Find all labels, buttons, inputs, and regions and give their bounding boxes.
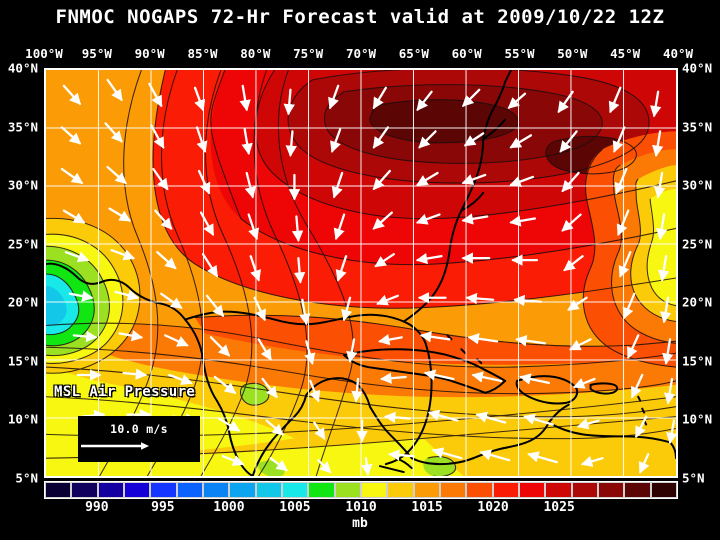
latitude-tick-label: 25°N — [682, 236, 713, 252]
latitude-tick-label: 10°N — [7, 411, 38, 427]
map-canvas — [46, 70, 676, 476]
colorbar-swatch — [176, 482, 203, 498]
longitude-tick-label: 55°W — [504, 46, 535, 61]
colorbar-swatch — [71, 482, 98, 498]
colorbar-tick-label: 1000 — [213, 500, 245, 515]
longitude-tick-label: 65°W — [398, 46, 429, 61]
colorbar-swatch — [202, 482, 230, 498]
latitude-tick-label: 30°N — [7, 177, 38, 193]
longitude-tick-label: 60°W — [451, 46, 482, 61]
colorbar-swatch — [360, 482, 388, 498]
latitude-tick-label: 5°N — [682, 470, 705, 486]
colorbar-swatch — [466, 482, 493, 498]
colorbar-swatch — [150, 482, 177, 498]
colorbar-tick-label: 1010 — [345, 500, 377, 515]
page-title: FNMOC NOGAPS 72-Hr Forecast valid at 200… — [55, 6, 665, 28]
latitude-tick-label: 15°N — [7, 353, 38, 369]
longitude-tick-label: 45°W — [610, 46, 641, 61]
wind-scale-key: 10.0 m/s — [78, 416, 200, 462]
colorbar-swatch — [650, 482, 677, 498]
longitude-axis: 100°W 95°W 90°W 85°W 80°W 75°W 70°W 65°W 60°W 55°… — [25, 46, 693, 63]
latitude-tick-label: 10°N — [682, 411, 713, 427]
colorbar-swatch — [571, 482, 598, 498]
colorbar-swatch — [518, 482, 546, 498]
longitude-tick-label: 100°W — [25, 46, 63, 61]
colorbar-tick-label: 1015 — [411, 500, 443, 515]
colorbar-swatch — [492, 482, 519, 498]
colorbar-swatch — [545, 482, 572, 498]
colorbar-ticks: 990 995 1000 1005 1010 1015 1020 1025 — [44, 500, 678, 518]
colorbar-swatch — [97, 482, 124, 498]
colorbar-swatch — [45, 482, 72, 498]
longitude-tick-label: 85°W — [187, 46, 218, 61]
latitude-tick-label: 35°N — [682, 119, 713, 135]
latitude-tick-label: 5°N — [15, 470, 38, 486]
colorbar-tick-label: 1005 — [279, 500, 311, 515]
colorbar-tick-label: 990 — [85, 500, 109, 515]
latitude-tick-label: 35°N — [7, 119, 38, 135]
wind-scale-label: 10.0 m/s — [110, 422, 168, 436]
colorbar-swatch — [334, 482, 361, 498]
colorbar — [44, 481, 678, 499]
latitude-tick-label: 40°N — [7, 60, 38, 76]
longitude-tick-label: 70°W — [345, 46, 377, 61]
latitude-tick-label: 15°N — [682, 353, 713, 369]
latitude-tick-label: 30°N — [682, 177, 713, 193]
colorbar-tick-label: 1025 — [543, 500, 575, 515]
colorbar-swatch — [413, 482, 440, 498]
pressure-field — [46, 70, 676, 476]
latitude-tick-label: 40°N — [682, 60, 713, 76]
latitude-tick-label: 20°N — [7, 294, 38, 310]
longitude-tick-label: 75°W — [293, 46, 324, 61]
map-plot-area — [44, 68, 678, 478]
latitude-tick-label: 20°N — [682, 294, 713, 310]
wind-vectors — [60, 78, 676, 476]
colorbar-swatch — [123, 482, 151, 498]
field-label: MSL Air Pressure — [54, 384, 196, 400]
colorbar-units: mb — [352, 516, 368, 531]
longitude-tick-label: 50°W — [557, 46, 588, 61]
longitude-tick-label: 80°W — [240, 46, 271, 61]
colorbar-swatch — [624, 482, 651, 498]
longitude-tick-label: 95°W — [81, 46, 112, 61]
latitude-tick-label: 25°N — [7, 236, 38, 252]
colorbar-swatch — [255, 482, 282, 498]
colorbar-swatch — [387, 482, 414, 498]
graticule — [46, 70, 676, 476]
colorbar-swatch — [597, 482, 625, 498]
longitude-tick-label: 40°W — [662, 46, 694, 61]
colorbar-swatch — [439, 482, 467, 498]
longitude-tick-label: 90°W — [134, 46, 165, 61]
colorbar-swatch — [308, 482, 335, 498]
right-arrow-icon — [81, 442, 149, 450]
colorbar-swatch — [281, 482, 309, 498]
colorbar-swatch — [229, 482, 256, 498]
colorbar-tick-label: 1020 — [477, 500, 509, 515]
colorbar-tick-label: 995 — [151, 500, 175, 515]
